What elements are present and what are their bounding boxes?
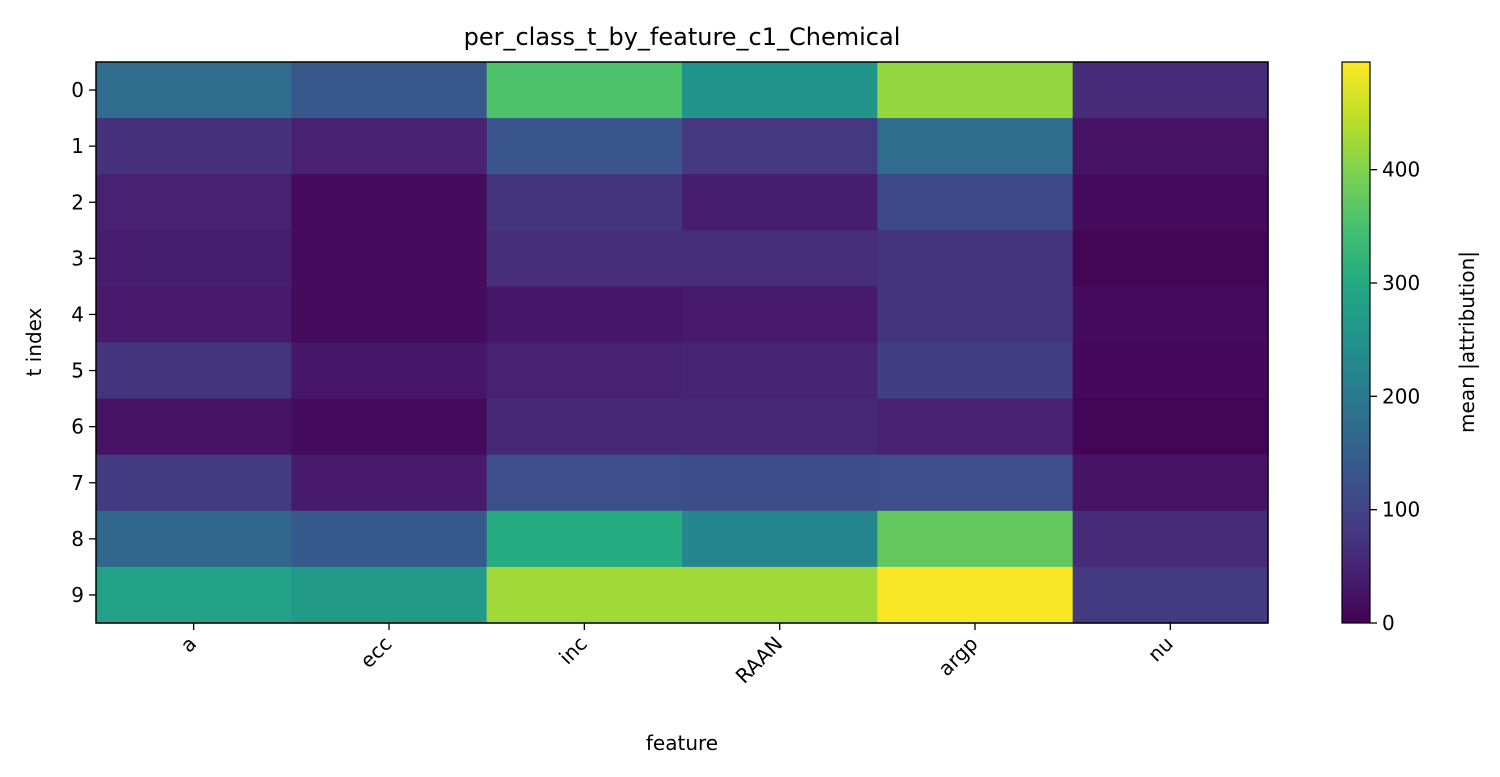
- heatmap-cell: [682, 566, 878, 624]
- heatmap-cell: [682, 342, 878, 400]
- heatmap-cell: [1072, 230, 1269, 287]
- heatmap-cell: [486, 454, 683, 512]
- x-tick-label: RAAN: [731, 632, 788, 689]
- heatmap-cell: [1072, 510, 1269, 568]
- y-tick-label: 0: [71, 78, 84, 102]
- y-tick-label: 3: [71, 246, 84, 270]
- heatmap-cell: [96, 118, 292, 175]
- heatmap-cell: [291, 118, 488, 175]
- x-axis-label: feature: [646, 731, 718, 755]
- heatmap-cell: [486, 174, 683, 231]
- x-axis-ticks: a ecc inc RAAN argp nu: [176, 623, 1178, 688]
- heatmap-cell: [486, 342, 683, 400]
- heatmap-cell: [96, 230, 292, 287]
- heatmap-cells: [96, 62, 1269, 624]
- colorbar: [1341, 61, 1371, 624]
- heatmap-cell: [96, 510, 292, 568]
- heatmap-cell: [1072, 174, 1269, 231]
- heatmap-cell: [877, 454, 1074, 512]
- heatmap-cell: [291, 230, 488, 287]
- heatmap-cell: [682, 62, 878, 119]
- heatmap-cell: [877, 174, 1074, 231]
- heatmap-cell: [1072, 62, 1269, 119]
- heatmap-cell: [96, 398, 292, 456]
- x-tick-label: argp: [933, 632, 982, 681]
- heatmap-cell: [1072, 342, 1269, 400]
- heatmap-cell: [291, 174, 488, 231]
- x-tick-label: a: [176, 632, 202, 658]
- heatmap-cell: [96, 62, 292, 119]
- heatmap-cell: [96, 174, 292, 231]
- y-tick-label: 5: [71, 359, 84, 383]
- y-tick-label: 6: [71, 415, 84, 439]
- heatmap-cell: [486, 62, 683, 119]
- heatmap-cell: [877, 510, 1074, 568]
- heatmap-cell: [291, 62, 488, 119]
- colorbar-tick-label: 200: [1382, 384, 1420, 408]
- heatmap-cell: [877, 398, 1074, 456]
- heatmap-cell: [291, 398, 488, 456]
- colorbar-tick-label: 0: [1382, 611, 1395, 635]
- heatmap-cell: [1072, 398, 1269, 456]
- y-tick-label: 1: [71, 134, 84, 158]
- heatmap-cell: [96, 286, 292, 344]
- heatmap-cell: [682, 230, 878, 287]
- heatmap-cell: [877, 342, 1074, 400]
- heatmap-cell: [486, 230, 683, 287]
- heatmap-cell: [1072, 566, 1269, 624]
- heatmap-cell: [291, 566, 488, 624]
- heatmap-cell: [877, 118, 1074, 175]
- heatmap-cell: [682, 510, 878, 568]
- x-tick-label: ecc: [355, 632, 396, 673]
- heatmap-cell: [96, 454, 292, 512]
- colorbar-ticks: 0 100 200 300 400: [1370, 158, 1420, 635]
- y-axis-label: t index: [22, 307, 46, 376]
- y-tick-label: 9: [71, 583, 84, 607]
- heatmap-cell: [291, 286, 488, 344]
- colorbar-tick-label: 100: [1382, 498, 1420, 522]
- y-tick-label: 4: [71, 302, 84, 326]
- heatmap-cell: [877, 566, 1074, 624]
- heatmap-cell: [291, 342, 488, 400]
- heatmap-cell: [291, 510, 488, 568]
- heatmap-cell: [486, 398, 683, 456]
- y-tick-label: 8: [71, 527, 84, 551]
- heatmap-cell: [1072, 286, 1269, 344]
- heatmap-cell: [291, 454, 488, 512]
- heatmap-cell: [682, 286, 878, 344]
- heatmap-cell: [682, 118, 878, 175]
- heatmap-cell: [96, 342, 292, 400]
- heatmap-cell: [96, 566, 292, 624]
- y-tick-label: 7: [71, 471, 84, 495]
- heatmap-cell: [1072, 118, 1269, 175]
- heatmap-cell: [1072, 454, 1269, 512]
- heatmap-cell: [486, 510, 683, 568]
- colorbar-tick-label: 300: [1382, 271, 1420, 295]
- heatmap-cell: [877, 62, 1074, 119]
- heatmap-cell: [486, 566, 683, 624]
- heatmap-cell: [486, 118, 683, 175]
- heatmap-cell: [682, 454, 878, 512]
- heatmap-cell: [486, 286, 683, 344]
- x-tick-label: nu: [1143, 632, 1178, 667]
- colorbar-tick-label: 400: [1382, 158, 1420, 182]
- heatmap-cell: [877, 286, 1074, 344]
- y-tick-label: 2: [71, 190, 84, 214]
- colorbar-label: mean |attribution|: [1455, 251, 1479, 433]
- chart-title: per_class_t_by_feature_c1_Chemical: [464, 23, 901, 51]
- x-tick-label: inc: [554, 632, 592, 670]
- heatmap-cell: [682, 398, 878, 456]
- heatmap-cell: [877, 230, 1074, 287]
- heatmap-cell: [682, 174, 878, 231]
- plot-frame: [95, 61, 1269, 624]
- y-axis-ticks: 0 1 2 3 4 5 6 7 8 9: [71, 78, 96, 607]
